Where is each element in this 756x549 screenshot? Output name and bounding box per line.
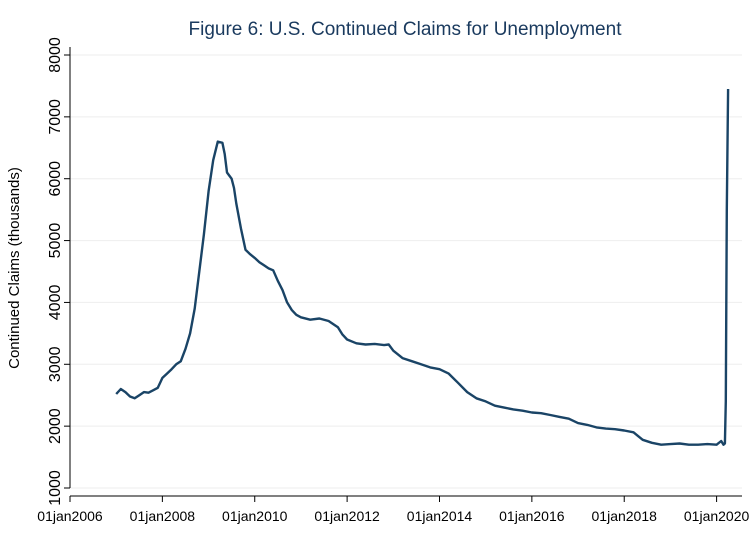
y-tick-label: 4000 xyxy=(47,285,64,321)
y-tick-label: 7000 xyxy=(47,99,64,135)
y-tick-label: 1000 xyxy=(47,470,64,506)
grid-lines xyxy=(70,54,742,489)
series-line-continued-claims xyxy=(115,88,730,446)
x-tick-label: 01jan2018 xyxy=(592,508,658,524)
y-axis-label: Continued Claims (thousands) xyxy=(6,167,23,369)
x-tick-label: 01jan2010 xyxy=(222,508,288,524)
chart-title: Figure 6: U.S. Continued Claims for Unem… xyxy=(189,19,623,40)
axes: 1000 2000 3000 4000 5000 6000 7000 8000 01jan200… xyxy=(37,37,749,524)
x-tick-label: 01jan2016 xyxy=(499,508,565,524)
y-tick-label: 8000 xyxy=(47,37,64,73)
y-tick-label: 3000 xyxy=(47,346,64,382)
y-tick-label: 2000 xyxy=(47,408,64,444)
x-tick-label: 01jan2008 xyxy=(130,508,196,524)
y-tick-label: 6000 xyxy=(47,161,64,197)
x-tick-label: 01jan2014 xyxy=(407,508,473,524)
x-tick-label: 01jan2020 xyxy=(684,508,750,524)
x-tick-label: 01jan2012 xyxy=(314,508,380,524)
x-tick-label: 01jan2006 xyxy=(37,508,103,524)
series-layer xyxy=(115,88,730,446)
y-tick-label: 5000 xyxy=(47,223,64,259)
